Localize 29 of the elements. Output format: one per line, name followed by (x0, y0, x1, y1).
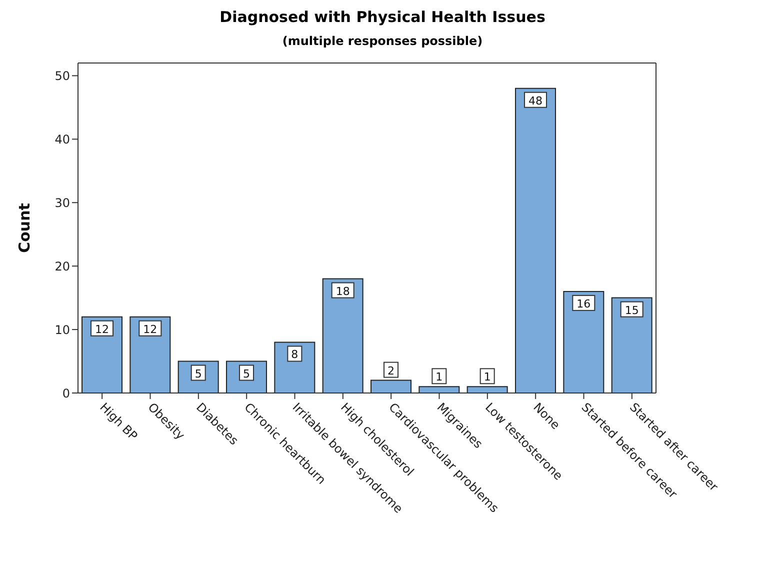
y-tick-label: 40 (54, 132, 70, 146)
bar (611, 297, 652, 393)
data-label: 5 (194, 367, 202, 380)
data-label: 1 (484, 370, 491, 384)
bar (466, 386, 508, 393)
data-label: 1 (436, 370, 443, 384)
data-label: 48 (528, 94, 542, 108)
data-label: 12 (143, 322, 158, 336)
data-label: 5 (243, 367, 250, 380)
y-tick-label: 20 (54, 259, 70, 274)
bar (322, 278, 364, 393)
chart-title: Diagnosed with Physical Health Issues (218, 8, 546, 26)
data-label: 15 (624, 304, 639, 317)
data-label: 12 (95, 322, 109, 336)
bar (274, 342, 316, 393)
bar (563, 290, 604, 393)
y-tick-label: 0 (62, 386, 70, 400)
y-tick-label: 30 (54, 196, 70, 210)
data-label: 2 (388, 364, 394, 378)
chart-subtitle: (multiple responses possible) (281, 34, 484, 48)
y-axis-title: Count (15, 203, 34, 253)
y-tick-label: 10 (54, 322, 70, 337)
data-label: 8 (291, 348, 298, 362)
y-tick-label: 50 (54, 68, 70, 83)
bar (370, 380, 412, 393)
data-label: 18 (336, 284, 350, 298)
data-label: 16 (576, 297, 591, 310)
bar (515, 88, 556, 393)
bar (418, 386, 460, 393)
